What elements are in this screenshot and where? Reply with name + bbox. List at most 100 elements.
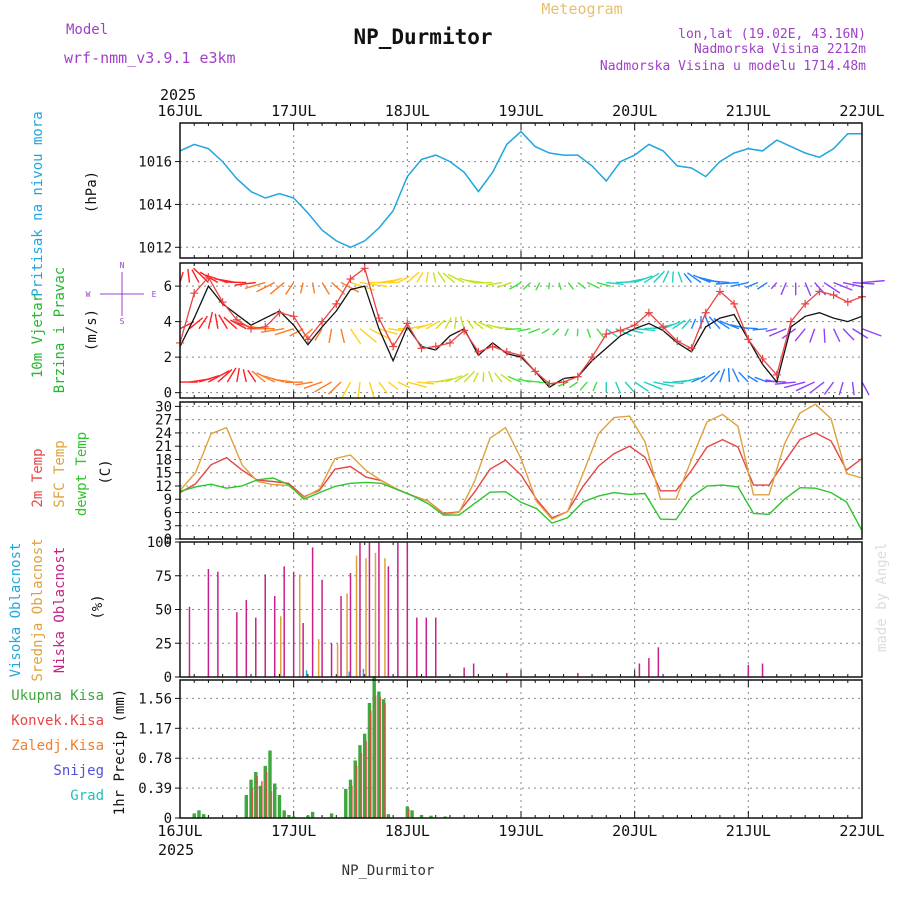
total-precip-bar xyxy=(410,810,414,818)
y-tick-label: 30 xyxy=(155,399,172,415)
wind-gust-marker xyxy=(318,317,327,326)
wind-arrow xyxy=(302,328,314,339)
y-tick-label: 2 xyxy=(164,350,172,366)
conv-precip-bar xyxy=(355,765,358,818)
day-tick-top-17JUL: 17JUL xyxy=(271,102,316,120)
wind-arrow xyxy=(223,316,238,330)
total-precip-bar xyxy=(381,699,386,818)
wind-arrow xyxy=(823,381,835,395)
wind-gust-marker xyxy=(701,308,710,317)
wind-gust-marker xyxy=(517,351,525,360)
wind-arrow xyxy=(357,381,361,399)
wind-arrow xyxy=(226,367,237,383)
wind-arrow xyxy=(547,282,551,290)
wind-arrow xyxy=(804,282,812,297)
y-tick-label: 27 xyxy=(155,413,172,429)
wind-arrow xyxy=(369,328,392,341)
model-name: wrf-nmm_v3.9.1 e3km xyxy=(64,49,236,67)
wind-arrow xyxy=(809,328,816,343)
wind-gust-marker xyxy=(247,324,256,333)
wind-arrow xyxy=(522,282,531,290)
wind-arrow xyxy=(780,282,787,296)
wind-arrow xyxy=(784,381,806,389)
conv-precip-bar xyxy=(384,703,386,818)
wind-arrow xyxy=(756,281,768,290)
wind-gust-marker xyxy=(431,342,440,351)
total-precip-bar xyxy=(263,765,267,818)
wind-arrow xyxy=(191,269,200,283)
precip-panel: 0 0.39 0.78 1.17 1.56 xyxy=(138,676,863,827)
wind-arrow xyxy=(832,328,841,343)
y-tick-label: 1.56 xyxy=(138,691,172,707)
total-precip-bar xyxy=(273,783,277,818)
wind-arrow xyxy=(509,281,522,290)
wind-arrow xyxy=(625,328,644,334)
day-tick-top-18JUL: 18JUL xyxy=(385,102,430,120)
day-tick-bottom-19JUL: 19JUL xyxy=(498,822,543,840)
wind-arrow xyxy=(615,328,632,337)
wind-arrow xyxy=(218,314,228,330)
wind-arrow xyxy=(198,374,220,383)
wind-gust-marker xyxy=(332,299,341,308)
conv-precip-bar xyxy=(261,781,263,818)
panel-frame xyxy=(179,679,863,819)
wind-arrow xyxy=(477,321,493,330)
total-precip-bar xyxy=(377,691,381,818)
wind-arrow xyxy=(388,277,403,284)
wind-panel: 0 2 4 6 xyxy=(164,263,885,402)
wind-arrow xyxy=(681,318,692,330)
wind-unit: (m/s) xyxy=(84,309,100,351)
total-precip-bar xyxy=(201,814,206,818)
wind-arrow xyxy=(314,381,332,393)
y-tick-label: 4 xyxy=(164,315,172,331)
wind-arrow xyxy=(653,381,675,388)
wind-arrow xyxy=(706,279,730,284)
y-tick-label: 1016 xyxy=(138,155,172,171)
wind-arrow xyxy=(681,377,700,383)
wind-arrow xyxy=(719,320,740,330)
wind-arrow xyxy=(677,271,683,283)
wind-arrow xyxy=(586,328,592,338)
dewpt-ylabel: dewpt Temp xyxy=(74,432,90,516)
y-tick-label: 1014 xyxy=(138,197,172,213)
y-tick-label: 12 xyxy=(155,479,172,495)
wind-arrow xyxy=(743,327,758,330)
conv-precip-bar xyxy=(251,788,254,818)
wind-arrow xyxy=(662,321,681,330)
wind-arrow xyxy=(234,281,256,286)
day-tick-bottom-20JUL: 20JUL xyxy=(612,822,657,840)
wind-arrow xyxy=(397,275,410,284)
wind-arrow xyxy=(768,328,787,337)
wind-arrow xyxy=(198,315,208,330)
wind-arrow xyxy=(447,273,465,284)
wind-gust-marker xyxy=(602,330,611,339)
compass-north: N xyxy=(120,261,125,270)
legend-conv-precip: Konvek.Kisa xyxy=(11,713,104,729)
wind-arrow xyxy=(453,316,457,329)
wind-arrow xyxy=(485,281,503,286)
wind-gust-marker xyxy=(843,298,852,307)
total-precip-bar xyxy=(254,772,258,818)
total-precip-bar xyxy=(244,795,249,818)
wind-arrow xyxy=(567,282,574,290)
day-tick-bottom-17JUL: 17JUL xyxy=(271,822,316,840)
wind-arrow xyxy=(378,328,398,335)
wind-gust-marker xyxy=(545,379,554,388)
wind-arrow xyxy=(794,328,806,342)
total-precip-bar xyxy=(268,750,272,818)
conv-precip-bar xyxy=(365,741,367,818)
wind-arrow xyxy=(770,282,778,290)
wind-arrow xyxy=(577,281,587,290)
y-tick-label: 15 xyxy=(155,466,172,482)
wind-arrow xyxy=(823,328,826,343)
wind-arrow xyxy=(842,328,855,341)
wind-gust-marker xyxy=(502,347,511,356)
wind-arrow xyxy=(406,271,420,284)
wind-arrow xyxy=(349,328,362,345)
panel-frame xyxy=(179,541,863,678)
wind-arrow xyxy=(691,375,706,383)
wind-arrow xyxy=(256,372,276,383)
wind-gust-marker xyxy=(687,344,696,353)
wind-arrow xyxy=(289,328,304,337)
